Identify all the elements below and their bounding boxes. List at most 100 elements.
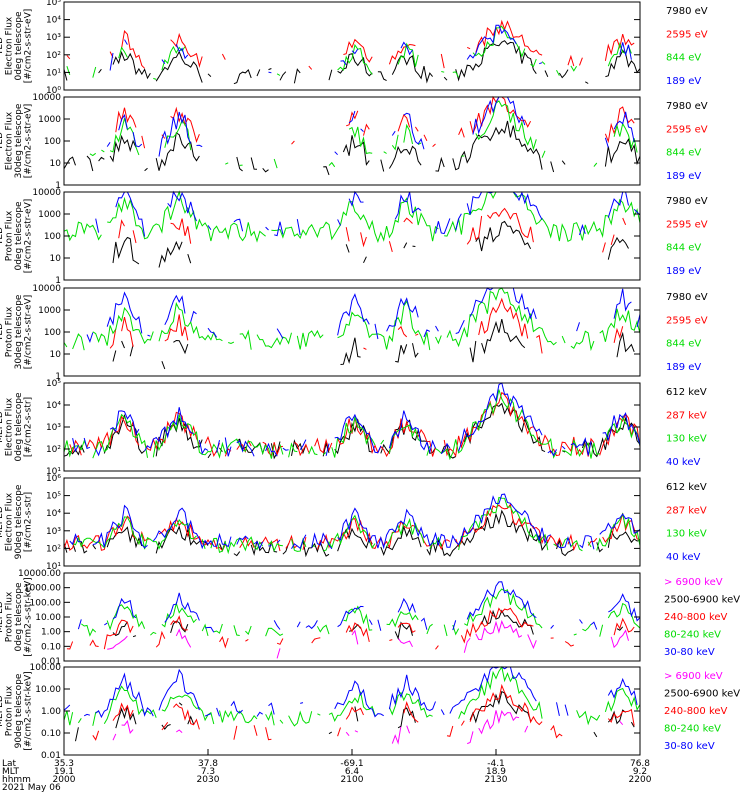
y-axis-label: TEDElectron Flux30deg telescope[#/cm2-s-… [0,103,34,178]
x-row-label: 2021 May 06 [2,783,61,793]
legend-entry: 287 keV [666,410,707,421]
x-tick-label: 76.8 [630,759,650,769]
y-tick-label: 0.01 [41,657,61,667]
legend-entry: 189 eV [666,171,701,182]
legend-entry: 612 keV [666,387,707,398]
y-tick-label: 1000.00 [24,584,61,594]
y-tick-label: 10000 [32,188,61,198]
y-tick-label: 100.00 [30,663,62,673]
x-row-label: hhmm [2,775,31,785]
y-tick-label: 10⁶ [46,474,61,484]
y-axis-label: TEDProton Flux0deg telescope[#/cm2-s-str… [0,199,34,274]
y-tick-label: 10³ [46,527,61,537]
series-trace-2-4 [107,97,640,157]
series-trace-2-2 [115,95,635,149]
x-row-label: MLT [2,767,20,777]
legend-entry: 287 keV [666,505,707,516]
panel-frame [63,1,641,91]
x-tick-label: 9.2 [633,767,647,777]
series-trace-7-3 [66,607,635,650]
y-axis-label: TEDElectron Flux0deg telescope[#/cm2-s-s… [0,9,34,84]
legend-entry: 844 eV [666,148,701,159]
series-trace-6-4 [69,493,641,550]
legend-entry: 240-800 keV [664,612,728,623]
y-tick-label: 10 [50,350,62,360]
series-trace-3-4 [95,190,641,237]
series-trace-8-3 [92,683,635,741]
legend-entry: 2595 eV [666,219,708,230]
series-trace-4-3 [63,287,641,352]
y-tick-label: 1 [55,181,61,191]
series-trace-7-5 [77,581,641,633]
y-tick-label: 10⁰ [46,86,61,96]
y-axis-label: MEPEDProton Flux0deg telescope[#/cm2-s-s… [0,577,34,656]
x-tick-label: 2200 [629,775,652,785]
series-trace-3-2 [119,209,637,253]
y-tick-label: 10⁵ [46,0,61,8]
x-row-label: Lat [2,759,17,769]
legend-entry: 40 keV [666,552,700,563]
y-tick-label: 1000 [38,306,61,316]
x-tick-label: 37.8 [198,759,218,769]
series-trace-8-4 [63,665,641,727]
panels-group: 10⁰ 10¹ 10² 10³ 10⁴ 10⁵ TEDElectron Flux0deg t… [0,0,740,761]
legend-entry: 30-80 keV [664,741,715,752]
y-tick-label: 0.10 [41,729,61,739]
series-trace-1-2 [66,19,635,70]
y-axis-label: MEPEDElectron Flux90deg telescope[#/cm2-… [0,484,34,559]
y-axis-label: MEPEDProton Flux90deg telescope[#/cm2-s-… [0,671,34,750]
x-tick-label: 2100 [341,775,364,785]
legend-entry: 7980 eV [666,101,708,112]
panel-frame [63,572,641,662]
y-tick-label: 100 [44,328,61,338]
y-tick-label: 10⁴ [46,401,61,411]
legend-entry: 7980 eV [666,292,708,303]
y-tick-label: 10¹ [46,68,61,78]
y-tick-label: 10.00 [35,685,61,695]
series-trace-8-5 [63,666,638,719]
x-tick-label: 6.4 [345,767,360,777]
y-tick-label: 10000.00 [18,569,61,579]
legend-entry: 2500-6900 keV [664,689,740,700]
legend-entry: 844 eV [666,339,701,350]
panel-5: 10¹ 10² 10³ 10⁴ 10⁵ MEPEDElectron Flux0deg te… [0,379,707,477]
legend-entry: 7980 eV [666,6,708,17]
legend-entry: 80-240 keV [664,724,721,735]
y-tick-label: 10⁴ [46,16,61,26]
x-tick-label: 2030 [197,775,220,785]
x-tick-label: -69.1 [340,759,363,769]
legend-entry: 189 eV [666,266,701,277]
legend-entry: 40 keV [666,457,700,468]
series-trace-6-1 [63,509,641,558]
legend-entry: 80-240 keV [664,630,721,641]
series-trace-1-3 [67,26,637,79]
y-tick-label: 10³ [46,423,61,433]
series-trace-5-3 [63,389,641,461]
series-trace-2-3 [89,100,638,169]
y-tick-label: 10⁵ [46,379,61,389]
series-trace-1-1 [63,40,641,85]
y-tick-label: 10³ [46,33,61,43]
y-tick-label: 0.01 [41,751,61,761]
series-trace-7-2 [113,611,637,639]
legend-entry: > 6900 keV [664,577,723,588]
y-tick-label: 10⁴ [46,509,61,519]
legend-entry: 844 eV [666,53,701,64]
y-tick-label: 1.00 [41,707,61,717]
legend-entry: 189 eV [666,76,701,87]
y-tick-label: 10¹ [46,562,61,572]
series-trace-7-4 [81,588,641,637]
legend-entry: 2595 eV [666,315,708,326]
y-tick-label: 100.00 [30,598,62,608]
y-tick-label: 100 [44,137,61,147]
x-tick-label: 35.3 [54,759,74,769]
y-tick-label: 1000 [38,210,61,220]
legend-entry: 30-80 keV [664,647,715,658]
series-trace-2-1 [63,120,641,176]
legend-entry: 7980 eV [666,196,708,207]
